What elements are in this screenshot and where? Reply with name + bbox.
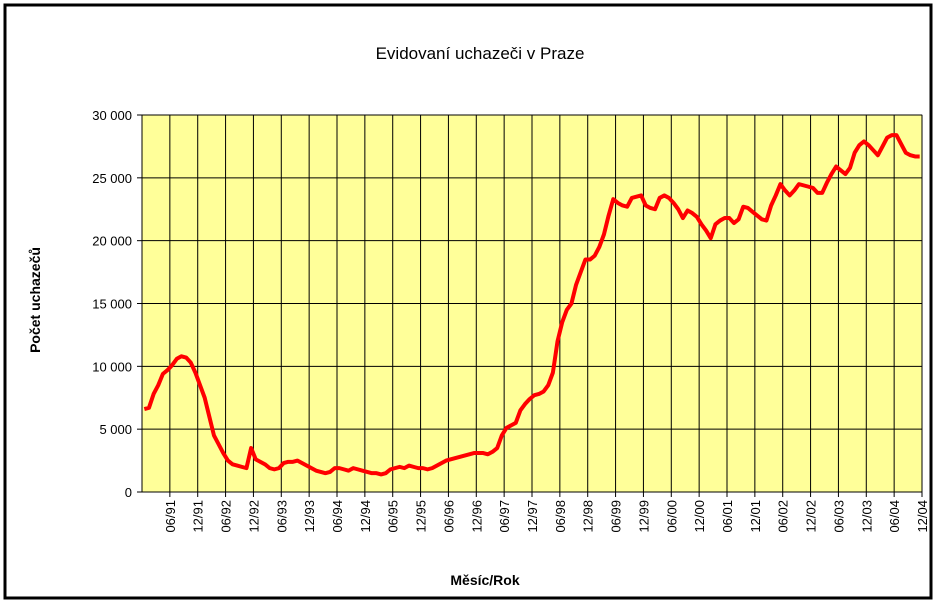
y-tick-label: 15 000: [92, 297, 132, 312]
x-tick-label: 12/99: [636, 500, 651, 533]
y-tick-label: 20 000: [92, 234, 132, 249]
x-tick-label: 12/02: [804, 500, 819, 533]
x-tick-label: 06/95: [386, 500, 401, 533]
y-axis-title: Počet uchazečů: [27, 247, 43, 353]
x-tick-label: 06/04: [887, 500, 902, 533]
x-tick-label: 12/97: [525, 500, 540, 533]
x-tick-label: 06/99: [609, 500, 624, 533]
x-tick-label: 12/91: [191, 500, 206, 533]
x-tick-label: 06/02: [776, 500, 791, 533]
x-tick-label: 12/03: [859, 500, 874, 533]
y-tick-label: 25 000: [92, 171, 132, 186]
x-tick-label: 06/91: [163, 500, 178, 533]
x-tick-label: 06/03: [831, 500, 846, 533]
x-tick-label: 12/00: [692, 500, 707, 533]
x-axis-title: Měsíc/Rok: [450, 572, 519, 588]
y-tick-label: 30 000: [92, 108, 132, 123]
x-tick-label: 06/00: [664, 500, 679, 533]
y-tick-label: 5 000: [99, 422, 132, 437]
x-tick-label: 12/94: [358, 500, 373, 533]
y-tick-label: 0: [125, 485, 132, 500]
x-tick-label: 06/98: [553, 500, 568, 533]
x-tick-label: 06/97: [497, 500, 512, 533]
chart-title: Evidovaní uchazeči v Praze: [376, 44, 585, 63]
x-tick-label: 06/01: [720, 500, 735, 533]
x-tick-label: 12/01: [748, 500, 763, 533]
x-tick-label: 06/92: [219, 500, 234, 533]
data-line: [143, 133, 920, 477]
x-tick-label: 12/93: [302, 500, 317, 533]
x-tick-label: 12/96: [469, 500, 484, 533]
x-tick-label: 12/04: [915, 500, 930, 533]
x-tick-label: 12/95: [414, 500, 429, 533]
x-tick-label: 06/93: [274, 500, 289, 533]
x-tick-label: 12/92: [246, 500, 261, 533]
x-tick-label: 06/96: [441, 500, 456, 533]
x-tick-label: 06/94: [330, 500, 345, 533]
x-tick-label: 12/98: [581, 500, 596, 533]
y-tick-label: 10 000: [92, 359, 132, 374]
